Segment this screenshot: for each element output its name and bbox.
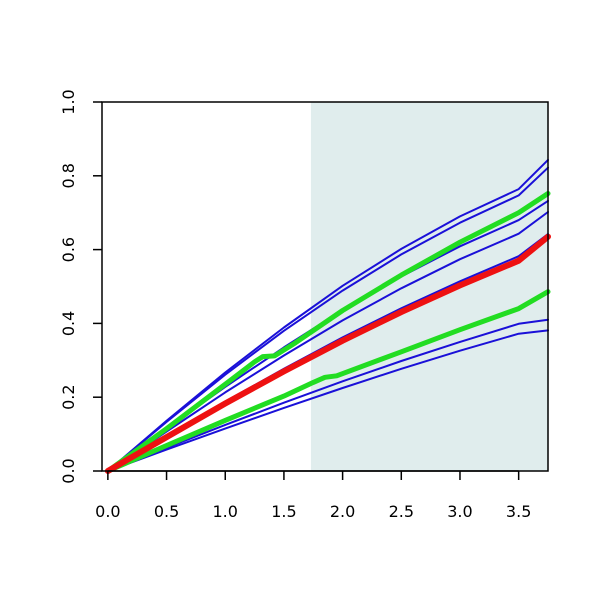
y-tick-label: 0.0 (59, 458, 78, 483)
series-line-1 (106, 158, 549, 472)
y-tick-label: 0.2 (59, 384, 78, 409)
x-tick-label: 1.0 (213, 502, 238, 521)
y-tick-label: 0.6 (59, 237, 78, 262)
x-tick-label: 0.0 (95, 502, 120, 521)
y-tick-label: 1.0 (59, 89, 78, 114)
y-tick-label: 0.4 (59, 311, 78, 336)
x-tick-label: 3.5 (506, 502, 531, 521)
series-layer (104, 158, 551, 474)
shaded-region (310, 102, 548, 471)
axes-layer: 0.0 0.5 1.0 1.5 2.0 2.5 3.0 3.5 0.0 0.2 0.4 0.6 0.8 1… (59, 89, 549, 521)
series-line-6 (106, 318, 549, 472)
series-line-9 (105, 289, 551, 474)
x-tick-label: 3.0 (447, 502, 472, 521)
series-line-7 (106, 329, 549, 472)
x-tick-label: 2.5 (389, 502, 414, 521)
x-tick-label: 0.5 (154, 502, 179, 521)
y-tick-label: 0.8 (59, 163, 78, 188)
series-line-10 (104, 233, 551, 474)
series-line-4 (106, 211, 549, 472)
x-tick-label: 1.5 (271, 502, 296, 521)
series-line-2 (106, 166, 549, 472)
series-line-8 (105, 191, 551, 474)
x-tick-label: 2.0 (330, 502, 355, 521)
